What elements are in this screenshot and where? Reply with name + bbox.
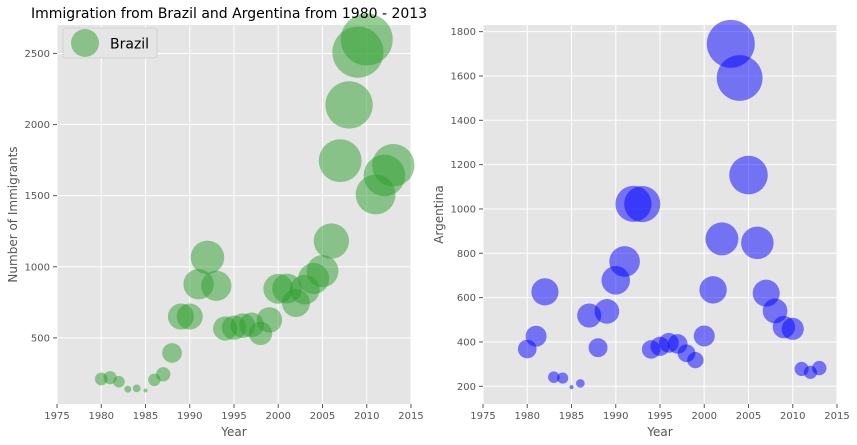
data-point	[741, 226, 774, 260]
data-point	[576, 379, 585, 388]
data-point	[124, 385, 132, 393]
data-point	[693, 325, 715, 347]
x-tick-label: 2015	[398, 411, 423, 422]
y-tick-label: 800	[457, 249, 476, 260]
data-point	[340, 13, 393, 66]
x-tick-label: 1980	[89, 411, 114, 422]
data-point	[729, 155, 768, 195]
x-tick-label: 1995	[221, 411, 246, 422]
y-tick-label: 1000	[25, 262, 50, 273]
legend: Brazil	[62, 27, 158, 59]
data-point	[525, 325, 547, 347]
data-point	[132, 384, 141, 393]
data-point	[306, 255, 339, 288]
data-point	[201, 270, 232, 301]
y-tick-label: 1200	[451, 160, 476, 171]
y-tick-label: 200	[457, 382, 476, 393]
x-tick-label: 1985	[559, 411, 584, 422]
data-point	[812, 360, 827, 376]
y-tick-label: 1600	[451, 71, 476, 82]
x-axis-label: Year	[646, 425, 672, 439]
data-point	[705, 222, 739, 256]
data-point	[313, 223, 350, 259]
y-tick-label: 400	[457, 337, 476, 348]
chart-title: Immigration from Brazil and Argentina fr…	[31, 6, 427, 22]
y-tick-label: 1400	[451, 116, 476, 127]
data-point	[143, 388, 148, 393]
x-axis-label: Year	[220, 425, 246, 439]
legend-marker	[71, 29, 99, 57]
data-point	[548, 371, 560, 383]
data-point	[531, 278, 559, 306]
x-tick-label: 2005	[310, 411, 335, 422]
data-point	[372, 143, 415, 187]
y-tick-label: 500	[31, 333, 50, 344]
data-point	[781, 317, 804, 340]
y-tick-label: 600	[457, 293, 476, 304]
data-point	[190, 240, 225, 275]
data-point	[176, 303, 203, 330]
x-tick-label: 2010	[354, 411, 379, 422]
data-point	[699, 276, 727, 304]
data-point	[716, 55, 763, 101]
x-tick-label: 1985	[133, 411, 158, 422]
x-tick-label: 1990	[603, 411, 628, 422]
x-tick-label: 2000	[692, 411, 717, 422]
data-point	[557, 372, 569, 384]
y-tick-label: 1000	[451, 204, 476, 215]
chart-panel-2: 1975 1980 1985 1990 1995 2000 2005 2010 2015 200 4…	[432, 19, 850, 439]
chart-panel-1: 1975 1980 1985 1990 1995 2000 2005 2010 2015 500 1…	[6, 6, 427, 439]
data-point	[325, 81, 373, 129]
x-tick-label: 2000	[266, 411, 291, 422]
x-tick-label: 1980	[515, 411, 540, 422]
y-tick-label: 1500	[25, 191, 50, 202]
y-tick-label: 1800	[451, 27, 476, 38]
data-point	[594, 299, 620, 324]
data-point	[162, 343, 182, 363]
data-point	[256, 307, 283, 333]
y-tick-label: 2000	[25, 120, 50, 131]
data-point	[588, 338, 608, 358]
x-tick-label: 1990	[177, 411, 202, 422]
legend-entry: Brazil	[110, 37, 149, 53]
y-tick-label: 2500	[25, 49, 50, 60]
x-tick-label: 2005	[736, 411, 761, 422]
data-point	[569, 385, 574, 390]
data-point	[318, 139, 362, 183]
data-point	[624, 186, 661, 223]
x-tick-label: 1975	[470, 411, 495, 422]
x-tick-label: 1975	[44, 411, 69, 422]
data-point	[609, 246, 640, 277]
data-point	[156, 367, 171, 382]
x-tick-label: 2015	[824, 411, 849, 422]
data-point	[687, 351, 704, 369]
x-tick-label: 1995	[647, 411, 672, 422]
data-point	[113, 375, 125, 388]
x-tick-label: 2010	[780, 411, 805, 422]
y-axis-label: Number of Immigrants	[6, 146, 20, 282]
y-axis-label: Argentina	[432, 185, 446, 244]
